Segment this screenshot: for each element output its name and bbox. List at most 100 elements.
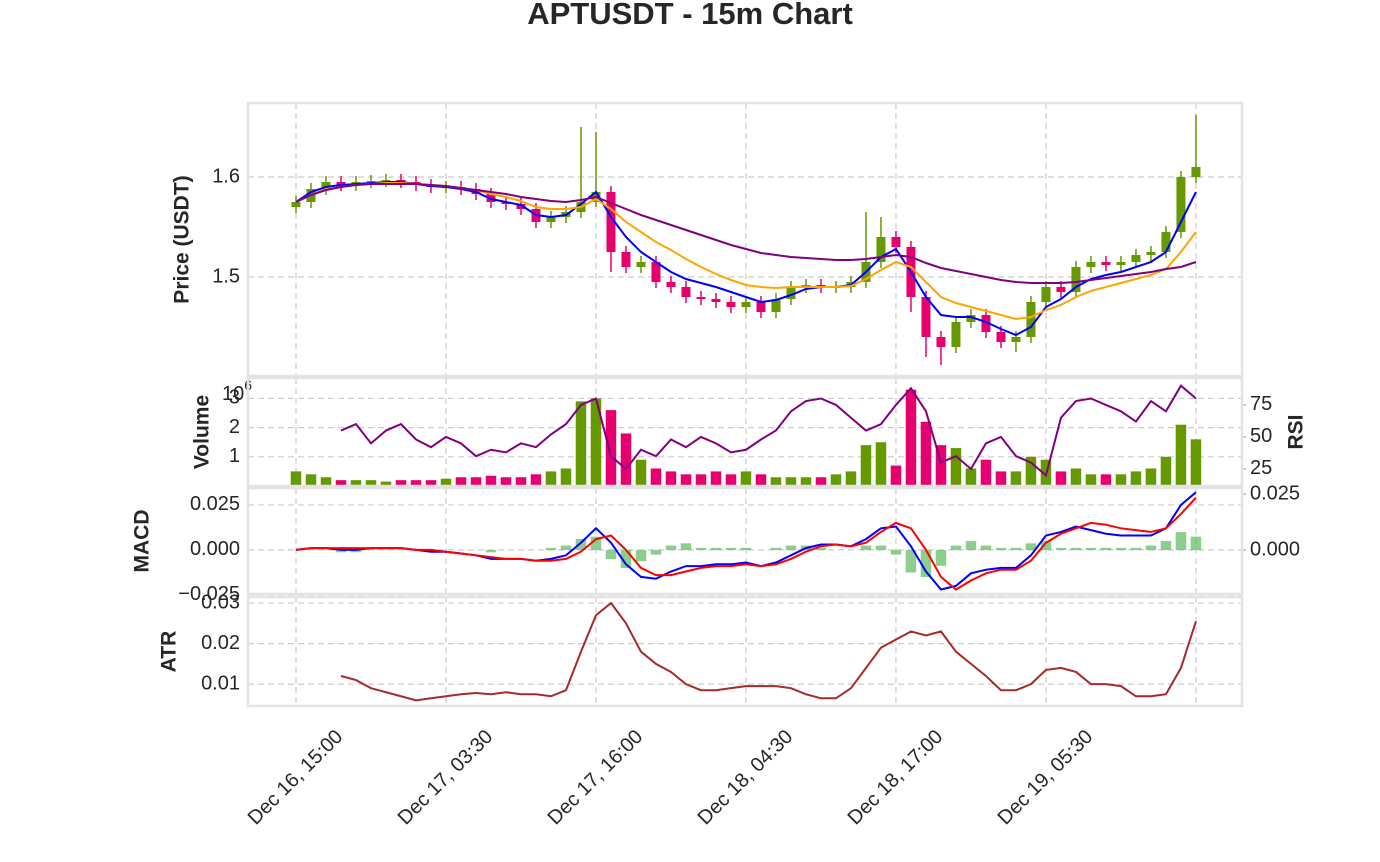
- x-tick-label: Dec 19, 05:30: [994, 726, 1098, 830]
- candle-body: [1131, 255, 1141, 262]
- line: [340, 384, 1197, 478]
- histogram-bar: [920, 550, 932, 577]
- candle-body: [546, 217, 556, 222]
- histogram-bar: [1010, 547, 1022, 551]
- histogram-bar: [965, 541, 977, 551]
- histogram-bar: [860, 545, 872, 551]
- y2-tick-label: 75: [1250, 393, 1272, 415]
- volume-bar: [1025, 456, 1037, 486]
- line: [295, 183, 1197, 284]
- volume-bar: [935, 445, 947, 486]
- y-axis-label: MACD: [131, 510, 154, 573]
- candle-body: [1176, 177, 1186, 232]
- volume-bar: [1010, 471, 1022, 486]
- histogram-bar: [1145, 545, 1157, 551]
- y-tick-label: 1.6: [212, 165, 240, 187]
- volume-bar: [575, 401, 587, 486]
- histogram-bar: [770, 547, 782, 551]
- candle-body: [741, 302, 751, 307]
- y2-tick-label: 50: [1250, 425, 1272, 447]
- volume-bar: [560, 468, 572, 486]
- histogram-bar: [995, 547, 1007, 551]
- candle-body: [291, 202, 301, 207]
- histogram-bar: [620, 550, 632, 569]
- candle-body: [1146, 252, 1156, 255]
- candle-body: [1086, 262, 1096, 267]
- candle-body: [666, 282, 676, 287]
- y2-tick-label: 0.025: [1250, 482, 1300, 504]
- volume-bar: [1100, 474, 1112, 486]
- candle-body: [876, 237, 886, 262]
- x-tick-label: Dec 17, 16:00: [544, 726, 648, 830]
- volume-bar: [335, 480, 347, 486]
- y-tick-label: 0.02: [201, 632, 240, 654]
- histogram-bar: [485, 550, 497, 553]
- volume-bar: [755, 474, 767, 486]
- line: [295, 497, 1197, 591]
- candle-body: [696, 297, 706, 299]
- candle-body: [1101, 262, 1111, 265]
- volume-bar: [1115, 474, 1127, 486]
- volume-bar: [920, 421, 932, 486]
- candle-body: [996, 332, 1006, 342]
- histogram-bar: [590, 536, 602, 551]
- candle-body: [981, 315, 991, 332]
- volume-bar: [965, 468, 977, 486]
- candle-body: [1191, 167, 1201, 177]
- histogram-bar: [1070, 547, 1082, 551]
- x-tick-label: Dec 17, 03:30: [394, 726, 498, 830]
- volume-bar: [710, 471, 722, 486]
- y-tick-label: 2: [229, 416, 240, 438]
- candle-body: [651, 262, 661, 282]
- candle-body: [1161, 232, 1171, 252]
- volume-bar: [950, 448, 962, 486]
- histogram-bar: [650, 550, 662, 555]
- volume-bar: [425, 480, 437, 486]
- histogram-bar: [1175, 532, 1187, 551]
- volume-bar: [290, 471, 302, 486]
- volume-bar: [1175, 424, 1187, 486]
- y-axis-label: ATR: [158, 631, 181, 673]
- histogram-bar: [905, 550, 917, 573]
- volume-bar: [515, 477, 527, 486]
- histogram-bar: [950, 545, 962, 551]
- volume-bar: [830, 474, 842, 486]
- y-tick-label: 1.5: [212, 265, 240, 287]
- candle-body: [1071, 267, 1081, 292]
- histogram-bar: [785, 545, 797, 551]
- volume-bar: [440, 478, 452, 486]
- volume-bar: [320, 477, 332, 486]
- volume-bar: [845, 471, 857, 486]
- volume-bar: [860, 445, 872, 486]
- volume-bar: [605, 410, 617, 486]
- histogram-bar: [695, 547, 707, 551]
- volume-bar: [815, 477, 827, 486]
- candle-body: [771, 299, 781, 312]
- volume-bar: [995, 471, 1007, 486]
- histogram-bar: [1040, 541, 1052, 551]
- volume-bar: [485, 475, 497, 486]
- volume-bar: [680, 474, 692, 486]
- candle-body: [726, 302, 736, 307]
- chart-title: APTUSDT - 15m Chart: [527, 0, 853, 31]
- candle-body: [1041, 287, 1051, 302]
- histogram-bar: [1130, 547, 1142, 551]
- volume-bar: [1055, 471, 1067, 486]
- histogram-bar: [545, 547, 557, 551]
- y2-axis-label: RSI: [1285, 414, 1308, 449]
- volume-bar: [635, 459, 647, 486]
- x-tick-label: Dec 16, 15:00: [244, 726, 348, 830]
- volume-bar: [410, 480, 422, 486]
- candle-body: [1011, 337, 1021, 342]
- y-tick-label: 3: [229, 387, 240, 409]
- y-tick-label: 0.025: [190, 493, 240, 515]
- volume-bar: [365, 480, 377, 486]
- volume-bar: [395, 480, 407, 486]
- histogram-bar: [680, 543, 692, 551]
- histogram-bar: [710, 547, 722, 551]
- histogram-bar: [935, 550, 947, 566]
- histogram-bar: [1100, 547, 1112, 551]
- volume-bar: [875, 442, 887, 486]
- histogram-bar: [725, 547, 737, 551]
- volume-bar: [1145, 468, 1157, 486]
